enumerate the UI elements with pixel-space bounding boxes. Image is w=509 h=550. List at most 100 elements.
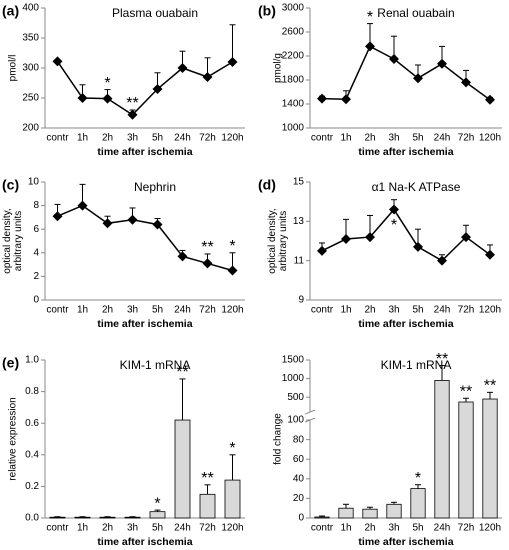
marker	[102, 218, 113, 229]
y-tick-label: 1400	[282, 99, 305, 110]
y-tick-label: 0.6	[25, 418, 39, 429]
y-axis-label: fold change	[273, 413, 284, 465]
x-tick-label: 1h	[340, 523, 351, 534]
y-tick-label: 2	[33, 271, 39, 282]
marker	[485, 249, 495, 260]
bar	[124, 516, 141, 519]
marker	[317, 245, 327, 256]
bar	[224, 479, 241, 519]
significance: **	[176, 364, 188, 381]
bar	[199, 493, 216, 519]
x-tick-label: 2h	[102, 523, 113, 534]
marker	[341, 94, 351, 105]
x-tick-label: contr	[46, 523, 69, 534]
marker	[437, 255, 447, 266]
marker	[77, 93, 88, 103]
y-tick-label: 60	[293, 454, 305, 465]
bar	[314, 516, 330, 519]
x-tick-label: 24h	[174, 305, 191, 316]
y-tick-label: 11	[294, 255, 305, 266]
y-tick-label: 200	[22, 123, 39, 134]
bar	[362, 508, 378, 519]
marker	[461, 77, 471, 88]
marker	[202, 258, 213, 269]
y-tick-label: 2200	[282, 51, 305, 62]
chart-title: Renal ouabain	[377, 6, 454, 20]
x-tick-label: 3h	[388, 523, 399, 534]
axis-break	[304, 412, 502, 421]
x-tick-label: 5h	[412, 305, 423, 316]
x-tick-label: 1h	[77, 133, 88, 144]
y-tick-label: 9	[298, 295, 304, 306]
significance: *	[415, 470, 421, 487]
y-tick-label: 500	[287, 392, 304, 403]
axis-break-mark	[304, 409, 316, 415]
x-tick-label: 3h	[127, 305, 138, 316]
x-tick-label: 24h	[434, 133, 451, 144]
x-tick-label: 3h	[127, 133, 138, 144]
x-tick-label: 120h	[221, 133, 243, 144]
y-tick-label: 350	[22, 33, 39, 44]
y-axis-label: relative expression	[8, 397, 19, 480]
x-axis-label: time after ischemia	[358, 318, 453, 330]
x-tick-label: 5h	[152, 305, 163, 316]
marker	[227, 57, 238, 67]
y-tick-label: 10	[28, 177, 40, 188]
marker	[485, 94, 495, 105]
marker	[227, 265, 238, 276]
marker	[365, 232, 375, 243]
marker	[177, 63, 188, 73]
significance: **	[201, 470, 213, 487]
y-tick-label: 13	[293, 216, 305, 227]
x-tick-label: 120h	[221, 523, 243, 534]
x-tick-label: 5h	[152, 523, 163, 534]
line	[56, 60, 233, 116]
marker	[102, 93, 113, 104]
marker	[437, 58, 447, 69]
bar	[49, 516, 66, 519]
bar	[458, 401, 474, 519]
chart-title: KIM-1 mRNA	[120, 358, 191, 372]
marker	[413, 241, 423, 252]
significance: **	[126, 95, 138, 112]
y-tick-label: 3000	[282, 3, 305, 14]
x-tick-label: 72h	[199, 523, 216, 534]
x-axis-label: time after ischemia	[358, 146, 453, 158]
y-tick-label: 0.0	[25, 513, 39, 524]
x-tick-label: contr	[311, 523, 334, 534]
bar	[410, 488, 426, 519]
chart-title: α1 Na-K ATPase	[372, 180, 461, 194]
x-tick-label: 24h	[174, 133, 191, 144]
x-tick-label: 2h	[364, 305, 375, 316]
panel-letter: (a)	[2, 3, 19, 19]
x-tick-label: 120h	[479, 133, 501, 144]
marker	[52, 211, 63, 222]
y-tick-label: 100	[287, 415, 304, 426]
significance: **	[484, 378, 496, 395]
y-axis-label: optical density,	[2, 208, 13, 273]
x-tick-label: 1h	[77, 523, 88, 534]
marker	[177, 251, 188, 262]
marker	[341, 234, 351, 245]
y-axis-label: arbitrary units	[278, 211, 289, 272]
y-tick-label: 1500	[282, 355, 305, 366]
significance: **	[201, 239, 213, 256]
x-tick-label: 120h	[479, 523, 501, 534]
marker	[365, 41, 375, 52]
y-tick-label: 1000	[282, 373, 305, 384]
marker	[152, 84, 163, 94]
y-tick-label: 0.4	[25, 449, 39, 460]
y-tick-label: 0.2	[25, 481, 39, 492]
y-tick-label: 40	[293, 473, 305, 484]
y-tick-label: 20	[293, 493, 305, 504]
marker	[413, 73, 423, 84]
y-tick-label: 15	[293, 177, 305, 188]
bar	[338, 507, 354, 519]
x-tick-label: 3h	[388, 133, 399, 144]
marker	[317, 93, 327, 104]
chart-title: KIM-1 mRNA	[381, 358, 452, 372]
y-tick-label: 6	[33, 224, 39, 235]
bar	[74, 516, 91, 519]
x-tick-label: 2h	[102, 133, 113, 144]
y-tick-label: 1000	[282, 123, 305, 134]
